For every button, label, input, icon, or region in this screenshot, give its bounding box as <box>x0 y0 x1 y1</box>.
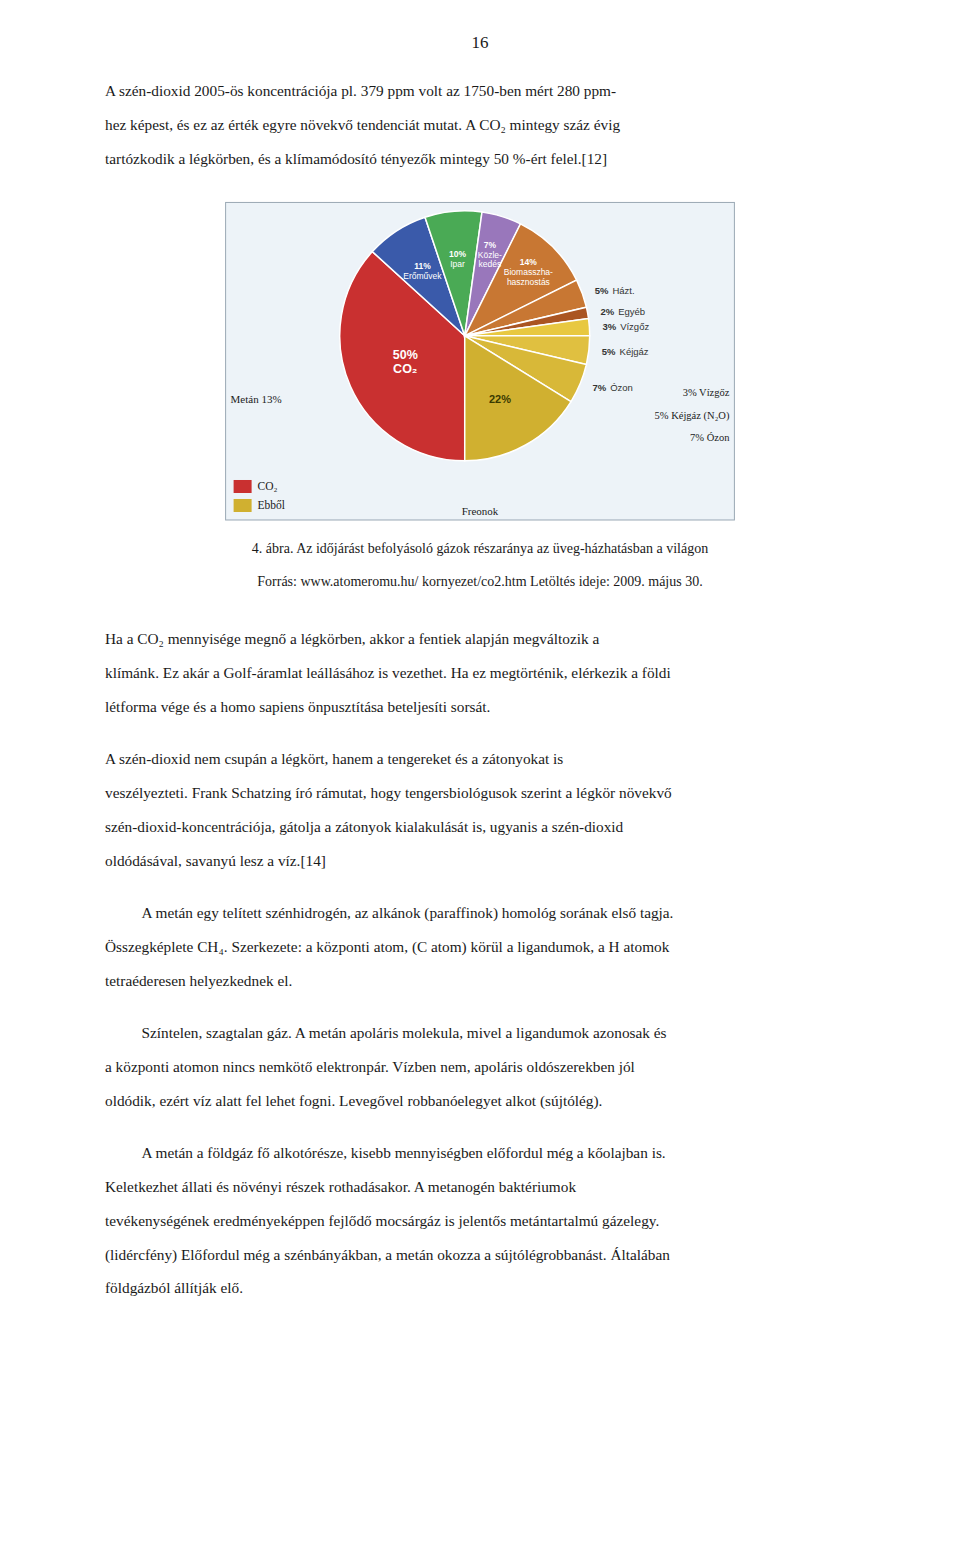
slice-value-label: 11% <box>414 261 431 271</box>
annotation: Metán 13% <box>231 393 282 405</box>
body-text: oldódásával, savanyú lesz a víz.[14] <box>105 852 326 869</box>
slice-label: 5% Kéjgáz <box>602 346 649 357</box>
page-number: 16 <box>472 33 489 52</box>
legend-swatch <box>234 480 252 493</box>
body-text: a központi atomon nincs nemkötő elektron… <box>105 1058 635 1075</box>
body-text: földgázból állítják elő. <box>105 1279 243 1296</box>
slice-label: 7%Közle-kedés <box>478 240 502 270</box>
slice-category-label: Közle- <box>478 250 502 260</box>
slice-category-label: Házt. <box>612 284 634 295</box>
pie-slices <box>340 211 590 461</box>
body-text: oldódik, ezért víz alatt fel lehet fogni… <box>105 1092 602 1110</box>
slice-label: 14%Biomasszha-hasznostás <box>504 257 553 287</box>
slice-label: 10%Ipar <box>449 249 466 269</box>
body-text: A metán egy telített szénhidrogén, az al… <box>141 904 673 922</box>
page: 16 A szén-dioxid 2005-ös koncentrációja p… <box>0 0 960 1549</box>
slice-label: 22% <box>489 393 511 405</box>
slice-category-label: Vízgőz <box>620 321 649 332</box>
body-text: veszélyezteti. Frank Schatzing író rámut… <box>105 784 672 801</box>
body-text: tevékenységének eredményeképpen fejlődő … <box>105 1212 659 1229</box>
figure: 50%CO₂11%Erőművek10%Ipar7%Közle-kedés14%… <box>226 202 735 520</box>
slice-value-label: 5% <box>602 346 616 357</box>
slice-category-label: Egyéb <box>618 306 645 317</box>
pie-slice <box>465 336 571 461</box>
slice-value-label: 10% <box>449 249 466 259</box>
slice-label: 3% Vízgőz <box>602 321 649 332</box>
body-text: tartózkodik a légkörben, és a klímamódos… <box>105 150 607 167</box>
legend-label: Ebből <box>258 499 285 511</box>
slice-value-label: 14% <box>520 257 537 267</box>
page-background <box>0 0 960 1549</box>
body-text: tetraéderesen helyezkednek el. <box>105 972 292 989</box>
annotation: 7% Ózon <box>690 432 730 443</box>
body-text: Keletkezhet állati és növényi részek rot… <box>105 1178 576 1195</box>
slice-label: 50%CO₂ <box>393 348 418 376</box>
annotation: Freonok <box>462 505 499 517</box>
body-text: A szén-dioxid nem csupán a légkört, hane… <box>105 750 563 767</box>
slice-label: 2% Egyéb <box>600 306 645 317</box>
slice-category-label: kedés <box>479 259 502 269</box>
slice-value-label: 7% <box>592 382 606 393</box>
legend-swatch <box>234 499 252 512</box>
slice-label: 7% Ózon <box>592 382 632 393</box>
pie-labels: 50%CO₂11%Erőművek10%Ipar7%Közle-kedés14%… <box>393 240 650 405</box>
slice-category-label: Biomasszha- <box>504 267 553 277</box>
body-text: (lidércfény) Előfordul még a szénbányákb… <box>105 1246 670 1264</box>
body-text: létforma vége és a homo sapiens önpusztí… <box>105 698 490 715</box>
slice-category-label: CO₂ <box>393 362 417 376</box>
slice-value-label: 22% <box>489 393 511 405</box>
annotation: 3% Vízgőz <box>683 387 730 398</box>
body-text: Összegképlete CH₄. Szerkezete: a központ… <box>105 938 670 956</box>
body-text: klímánk. Ez akár a Golf-áramlat leállásá… <box>105 664 671 681</box>
legend-label: CO₂ <box>258 480 278 492</box>
slice-value-label: 3% <box>602 321 616 332</box>
slice-category-label: Ózon <box>610 382 633 393</box>
slice-label: 11%Erőművek <box>403 261 442 281</box>
slice-category-label: Kéjgáz <box>620 346 649 357</box>
body-text: A szén-dioxid 2005-ös koncentrációja pl.… <box>105 82 616 99</box>
body-text: Színtelen, szagtalan gáz. A metán apolár… <box>141 1024 666 1041</box>
body-text: szén-dioxid-koncentrációja, gátolja a zá… <box>105 818 624 835</box>
slice-category-label: Ipar <box>450 259 465 269</box>
chart-subtitle: Forrás: www.atomeromu.hu/ kornyezet/co2.… <box>257 574 702 589</box>
chart-title: 4. ábra. Az időjárást befolyásoló gázok … <box>252 541 708 556</box>
figure-background <box>226 202 735 520</box>
slice-value-label: 5% <box>595 284 609 295</box>
body-text: hez képest, és ez az érték egyre növekvő… <box>105 116 620 133</box>
body-text: A metán a földgáz fő alkotórésze, kisebb… <box>141 1144 665 1161</box>
annotation: 5% Kéjgáz (N₂O) <box>655 410 730 422</box>
pie-slice <box>465 319 590 336</box>
slice-value-label: 50% <box>393 348 418 362</box>
slice-category-label: Erőművek <box>403 271 442 281</box>
slice-category-label: hasznostás <box>507 277 550 287</box>
body-text: Ha a CO₂ mennyisége megnő a légkörben, a… <box>105 630 599 647</box>
slice-label: 5%Házt. <box>595 284 635 295</box>
slice-value-label: 2% <box>600 306 614 317</box>
legend: CO₂ Ebből <box>234 480 285 512</box>
slice-value-label: 7% <box>484 240 497 250</box>
